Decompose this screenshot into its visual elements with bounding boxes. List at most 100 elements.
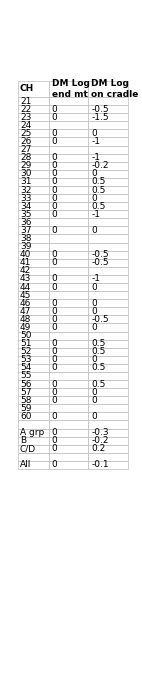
Bar: [88, 202, 128, 210]
Bar: [18, 210, 49, 218]
Bar: [88, 324, 128, 332]
Bar: [49, 388, 88, 396]
Bar: [49, 380, 88, 388]
Text: 49: 49: [20, 323, 31, 332]
Bar: [18, 283, 49, 291]
Bar: [49, 332, 88, 340]
Bar: [18, 154, 49, 162]
Text: 58: 58: [20, 396, 31, 405]
Bar: [49, 340, 88, 348]
Bar: [49, 251, 88, 259]
Bar: [88, 388, 128, 396]
Bar: [18, 251, 49, 259]
Bar: [18, 348, 49, 356]
Bar: [49, 97, 88, 105]
Bar: [88, 299, 128, 307]
Text: 0.5: 0.5: [91, 185, 106, 195]
Bar: [18, 445, 49, 453]
Bar: [88, 421, 128, 429]
Text: 38: 38: [20, 234, 31, 243]
Text: 0: 0: [52, 363, 58, 373]
Bar: [88, 137, 128, 146]
Bar: [49, 202, 88, 210]
Text: 34: 34: [20, 202, 31, 211]
Text: 27: 27: [20, 145, 31, 154]
Bar: [18, 146, 49, 154]
Bar: [88, 218, 128, 226]
Bar: [88, 129, 128, 137]
Text: C/D: C/D: [20, 444, 36, 453]
Bar: [18, 275, 49, 283]
Bar: [88, 113, 128, 121]
Text: 26: 26: [20, 137, 31, 146]
Text: 0: 0: [52, 153, 58, 162]
Bar: [18, 202, 49, 210]
Text: -1: -1: [91, 210, 101, 219]
Bar: [88, 162, 128, 170]
Text: -1: -1: [91, 137, 101, 146]
Text: 0: 0: [52, 202, 58, 211]
Text: 0: 0: [52, 250, 58, 259]
Bar: [49, 210, 88, 218]
Bar: [49, 453, 88, 461]
Bar: [49, 146, 88, 154]
Bar: [49, 396, 88, 404]
Bar: [88, 194, 128, 202]
Bar: [49, 461, 88, 469]
Bar: [88, 283, 128, 291]
Bar: [88, 170, 128, 178]
Text: 0: 0: [91, 412, 97, 421]
Bar: [18, 97, 49, 105]
Text: All: All: [20, 460, 31, 469]
Bar: [88, 332, 128, 340]
Text: 0.5: 0.5: [91, 339, 106, 348]
Bar: [49, 372, 88, 380]
Text: 0: 0: [91, 193, 97, 203]
Text: 0: 0: [52, 347, 58, 357]
Text: 0: 0: [52, 355, 58, 365]
Bar: [18, 453, 49, 461]
Text: 0: 0: [52, 274, 58, 284]
Bar: [49, 105, 88, 113]
Text: 25: 25: [20, 129, 31, 138]
Text: 23: 23: [20, 113, 31, 122]
Bar: [49, 412, 88, 421]
Bar: [18, 340, 49, 348]
Bar: [49, 154, 88, 162]
Text: 0: 0: [52, 161, 58, 171]
Bar: [49, 299, 88, 307]
Bar: [88, 186, 128, 194]
Bar: [88, 315, 128, 324]
Bar: [18, 259, 49, 267]
Text: 29: 29: [20, 161, 31, 171]
Bar: [49, 226, 88, 235]
Text: 0.5: 0.5: [91, 379, 106, 389]
Text: 51: 51: [20, 339, 31, 348]
Text: 0: 0: [91, 323, 97, 332]
Text: 53: 53: [20, 355, 31, 365]
Bar: [88, 105, 128, 113]
Bar: [18, 81, 49, 97]
Text: -0.3: -0.3: [91, 428, 109, 437]
Bar: [49, 364, 88, 372]
Text: 0.2: 0.2: [91, 444, 106, 453]
Text: 48: 48: [20, 315, 31, 324]
Text: DM Log
end mt: DM Log end mt: [52, 80, 90, 98]
Text: A grp: A grp: [20, 428, 44, 437]
Text: 0: 0: [52, 388, 58, 397]
Bar: [18, 396, 49, 404]
Bar: [88, 243, 128, 251]
Bar: [18, 170, 49, 178]
Bar: [49, 315, 88, 324]
Text: 0: 0: [52, 396, 58, 405]
Bar: [49, 267, 88, 275]
Text: 30: 30: [20, 169, 31, 179]
Text: 43: 43: [20, 274, 31, 284]
Bar: [49, 404, 88, 412]
Bar: [88, 437, 128, 445]
Text: 0: 0: [91, 129, 97, 138]
Text: 0: 0: [52, 185, 58, 195]
Text: 33: 33: [20, 193, 31, 203]
Bar: [18, 461, 49, 469]
Text: 0: 0: [91, 307, 97, 316]
